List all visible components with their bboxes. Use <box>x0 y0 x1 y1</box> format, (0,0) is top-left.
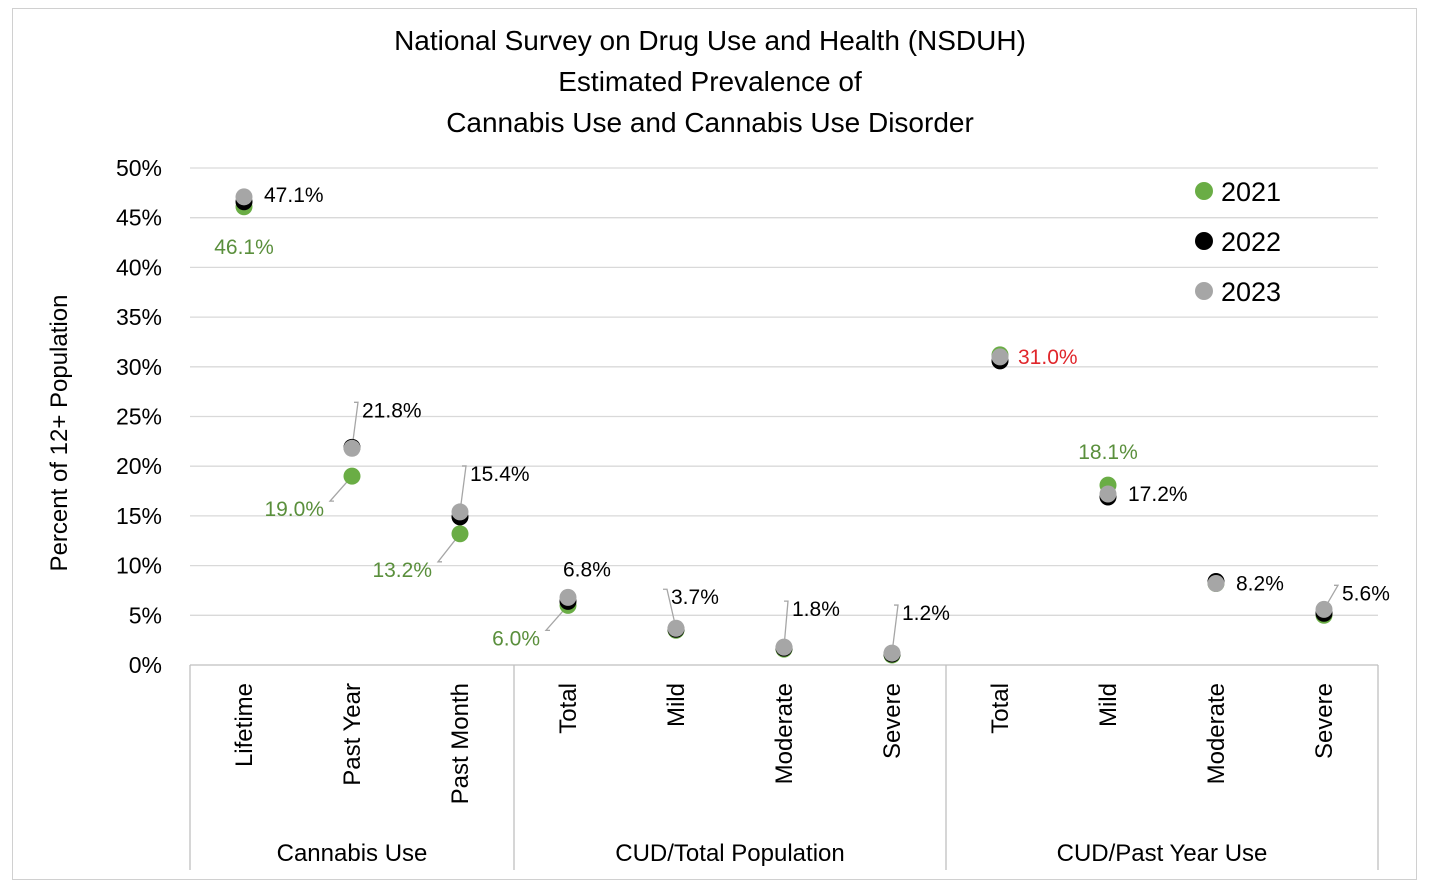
data-point-2023 <box>1099 485 1117 503</box>
data-point-2023 <box>343 439 361 457</box>
data-point-2023 <box>991 348 1009 366</box>
x-group-label: CUD/Past Year Use <box>1057 840 1268 867</box>
legend-marker-2023 <box>1195 282 1213 300</box>
x-tick-label: Mild <box>663 683 690 727</box>
data-point-2023 <box>559 588 577 606</box>
data-label: 8.2% <box>1236 572 1284 595</box>
data-label: 5.6% <box>1342 582 1390 605</box>
data-point-2023 <box>667 619 685 637</box>
data-label: 47.1% <box>264 184 324 207</box>
x-tick-label: Lifetime <box>231 683 258 767</box>
x-tick-label: Moderate <box>1203 683 1230 784</box>
leader-line <box>328 475 353 502</box>
data-points <box>235 188 1333 664</box>
y-tick-label: 20% <box>116 453 162 479</box>
data-point-2023 <box>775 638 793 656</box>
data-label: 18.1% <box>1078 441 1138 464</box>
y-tick-label: 10% <box>116 553 162 579</box>
data-point-2023 <box>883 644 901 662</box>
legend: 2021 2022 2023 <box>1195 177 1281 307</box>
data-label: 21.8% <box>362 399 422 422</box>
y-tick-label: 5% <box>129 602 162 628</box>
data-point-2021 <box>451 525 469 543</box>
data-label: 19.0% <box>264 498 324 521</box>
data-label: 46.1% <box>214 236 274 259</box>
chart-title-line: National Survey on Drug Use and Health (… <box>394 25 1026 56</box>
data-label: 1.2% <box>902 602 950 625</box>
y-tick-label: 45% <box>116 205 162 231</box>
leader-line <box>1323 584 1340 610</box>
y-tick-label: 0% <box>129 652 162 678</box>
data-labels: 47.1% 46.1% 21.8% 19.0% 15.4% 13.2% 6.8% 6.0% 3.… <box>214 184 1390 651</box>
chart-title-line: Estimated Prevalence of <box>558 66 862 97</box>
data-label: 17.2% <box>1128 483 1188 506</box>
leader-line <box>891 604 899 654</box>
y-tick-label: 50% <box>116 155 162 181</box>
y-axis-ticks: 0% 5% 10% 15% 20% 25% 30% 35% 40% 45% 50% <box>116 155 162 678</box>
y-tick-label: 25% <box>116 404 162 430</box>
data-point-2023 <box>451 503 469 521</box>
y-tick-label: 35% <box>116 304 162 330</box>
leader-line <box>459 465 467 513</box>
legend-marker-2021 <box>1195 182 1213 200</box>
y-tick-label: 15% <box>116 503 162 529</box>
y-axis-label: Percent of 12+ Population <box>46 295 73 572</box>
chart-frame <box>12 8 1417 880</box>
data-label: 13.2% <box>372 559 432 582</box>
legend-marker-2022 <box>1195 232 1213 250</box>
legend-label: 2023 <box>1221 277 1281 307</box>
chart-title-line: Cannabis Use and Cannabis Use Disorder <box>446 107 974 138</box>
data-label: 1.8% <box>792 598 840 621</box>
x-group-label: CUD/Total Population <box>615 840 844 867</box>
x-tick-label: Severe <box>879 683 906 759</box>
y-tick-label: 30% <box>116 354 162 380</box>
x-tick-label: Total <box>987 683 1014 734</box>
data-label: 31.0% <box>1018 346 1078 369</box>
x-tick-label: Past Month <box>447 683 474 804</box>
data-point-2023 <box>235 188 253 206</box>
x-tick-label: Severe <box>1311 683 1338 759</box>
leader-line <box>544 604 569 632</box>
data-label: 3.7% <box>671 586 719 609</box>
legend-label: 2021 <box>1221 177 1281 207</box>
gridlines <box>190 167 1378 666</box>
leader-line <box>783 600 789 648</box>
y-tick-label: 40% <box>116 254 162 280</box>
x-group-label: Cannabis Use <box>277 840 428 867</box>
x-tick-label: Total <box>555 683 582 734</box>
x-axis: Lifetime Past Year Past Month Total Mild Mode… <box>189 665 1379 870</box>
chart-title: National Survey on Drug Use and Health (… <box>394 25 1026 138</box>
leader-line <box>436 533 461 563</box>
data-label: 15.4% <box>470 463 530 486</box>
data-point-2021 <box>343 467 361 485</box>
x-tick-label: Moderate <box>771 683 798 784</box>
data-point-2023 <box>1315 600 1333 618</box>
data-point-2023 <box>1207 574 1225 592</box>
label-leader-lines <box>328 401 1340 654</box>
leader-line <box>351 401 359 449</box>
leader-line <box>663 588 677 629</box>
x-tick-label: Past Year <box>339 683 366 786</box>
data-label: 6.0% <box>492 627 540 650</box>
x-tick-label: Mild <box>1095 683 1122 727</box>
legend-label: 2022 <box>1221 227 1281 257</box>
data-label: 6.8% <box>563 558 611 581</box>
